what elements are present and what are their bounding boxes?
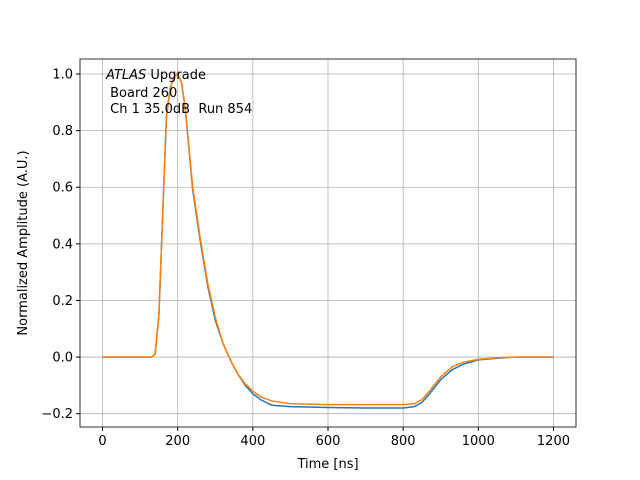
annotation-italic: ATLAS [105,68,146,83]
x-tick-label: 200 [165,434,190,449]
annotation: ATLAS Upgrade [105,68,206,83]
x-tick-label: 400 [240,434,265,449]
x-tick-label: 0 [98,434,106,449]
x-tick-label: 1200 [537,434,570,449]
x-tick-label: 600 [316,434,341,449]
y-tick-label: 0.8 [52,124,73,139]
x-tick-label: 1000 [462,434,495,449]
x-tick-label: 800 [391,434,416,449]
annotation-text: Upgrade [146,68,206,83]
y-tick-label: 0.4 [52,237,73,252]
plot-frame [79,58,577,428]
annotation-line: Ch 1 35.0dB Run 854 [106,102,252,117]
annotation-line: Board 260 [106,86,177,101]
y-tick-label: −0.2 [41,407,73,422]
y-tick-label: 0.0 [52,351,73,366]
data-line [102,72,554,406]
y-tick-label: 1.0 [52,68,73,83]
y-tick-label: 0.2 [52,294,73,309]
y-axis-label: Normalized Amplitude (A.U.) [16,150,31,335]
y-tick-label: 0.6 [52,181,73,196]
x-axis-label: Time [ns] [296,457,358,472]
